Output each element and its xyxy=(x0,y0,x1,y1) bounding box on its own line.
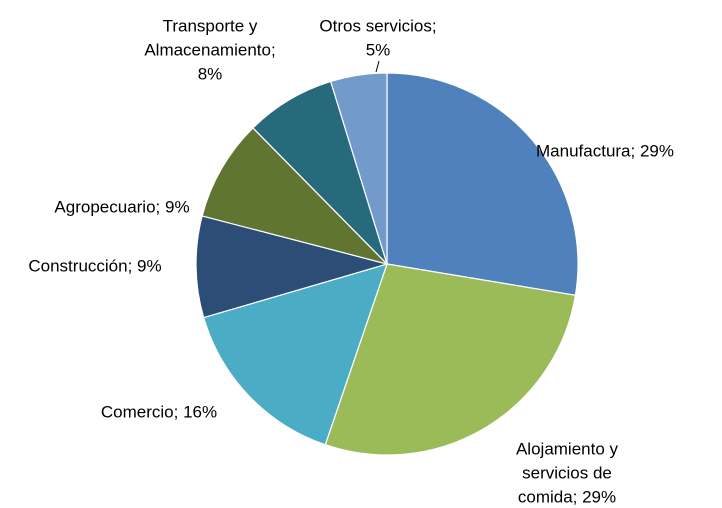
pie-slice xyxy=(201,127,389,266)
slice-label: comida; 29% xyxy=(518,487,616,506)
slice-label: Comercio; 16% xyxy=(101,402,217,421)
slice-label: 5% xyxy=(366,40,391,59)
slice-label: Transporte y xyxy=(163,16,258,35)
pie-slice xyxy=(195,215,390,319)
slice-label: Alojamiento y xyxy=(516,439,619,458)
slice-label: Construcción; 9% xyxy=(28,256,161,275)
pie-slice xyxy=(329,72,388,265)
slice-label: 8% xyxy=(198,64,223,83)
pie-slice xyxy=(202,263,388,446)
slice-label: Agropecuario; 9% xyxy=(54,197,189,216)
slice-label: Almacenamiento; xyxy=(144,40,275,59)
slice-label: Otros servicios; xyxy=(319,16,436,35)
pie-slice xyxy=(386,72,579,296)
pie-slice xyxy=(324,263,577,456)
leader-line xyxy=(375,60,380,73)
slice-label: servicios de xyxy=(522,463,612,482)
slice-label: Manufactura; 29% xyxy=(536,141,674,160)
